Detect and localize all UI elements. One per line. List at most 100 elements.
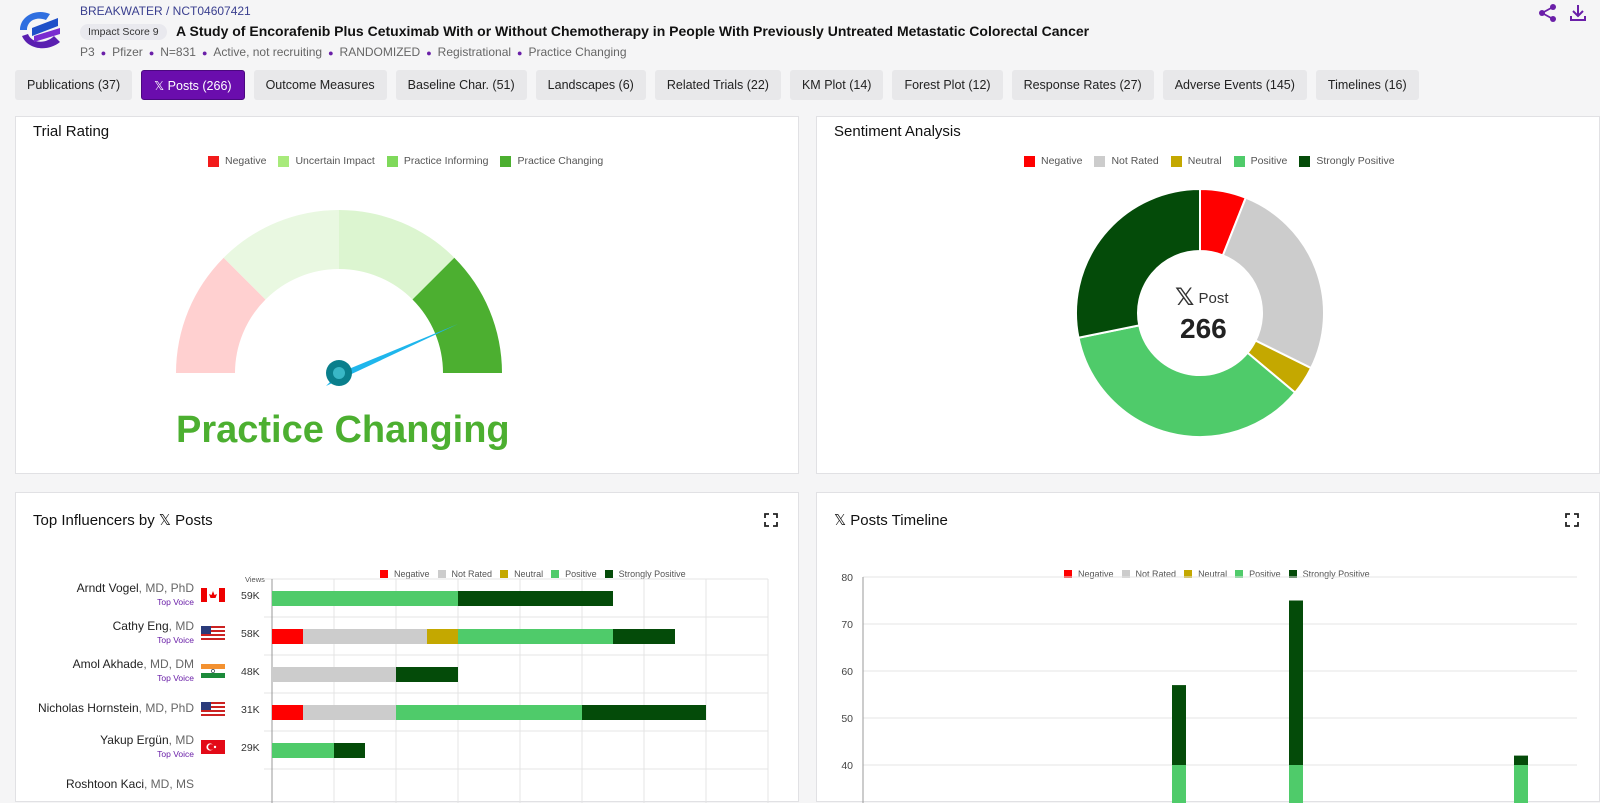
legend-item[interactable]: Not Rated [1094, 155, 1159, 167]
share-icon[interactable] [1537, 2, 1559, 24]
legend-item[interactable]: Positive [1233, 155, 1287, 167]
meta-item: P3 [80, 45, 95, 59]
trial-rating-title: Trial Rating [33, 123, 110, 140]
timeline-bar-strongly-positive[interactable] [1514, 755, 1528, 765]
download-icon[interactable] [1567, 2, 1589, 24]
legend-item[interactable]: Practice Changing [500, 155, 603, 167]
bar-segment-positive[interactable] [458, 629, 613, 644]
bar-segment-negative[interactable] [272, 705, 303, 720]
gauge-segment-negative [175, 257, 266, 373]
breadcrumb[interactable]: BREAKWATER / NCT04607421 [80, 4, 251, 18]
tab-publications[interactable]: Publications (37) [15, 70, 133, 100]
legend-item[interactable]: Not Rated [437, 569, 492, 579]
legend-item[interactable]: Uncertain Impact [278, 155, 375, 167]
influencer-name[interactable]: Cathy Eng, MD [112, 619, 194, 633]
flag-india-icon [201, 664, 225, 678]
y-tick-label: 60 [841, 666, 853, 678]
timeline-bar-strongly-positive[interactable] [1289, 600, 1303, 766]
pie-slice-not-rated[interactable] [1221, 196, 1325, 370]
bar-segment-strongly-positive[interactable] [396, 667, 458, 682]
tab-outcome-measures[interactable]: Outcome Measures [253, 70, 387, 100]
expand-icon[interactable] [764, 513, 778, 527]
tab-forest-plot[interactable]: Forest Plot (12) [892, 70, 1003, 100]
meta-item: Active, not recruiting [213, 45, 323, 59]
legend-label: Strongly Positive [618, 569, 686, 579]
legend-item[interactable]: Practice Informing [386, 155, 489, 167]
influencer-views: 59K [241, 590, 260, 602]
influencer-name[interactable]: Arndt Vogel, MD, PhD [76, 581, 194, 595]
sentiment-donut [1075, 187, 1325, 438]
legend-swatch [437, 570, 446, 578]
timeline-bar-positive[interactable] [1514, 765, 1528, 803]
legend-label: Strongly Positive [1316, 155, 1395, 167]
sentiment-title: Sentiment Analysis [834, 123, 961, 140]
legend-swatch [1094, 155, 1106, 167]
tab-baseline-char[interactable]: Baseline Char. (51) [395, 70, 527, 100]
bar-segment-not-rated[interactable] [303, 629, 427, 644]
bar-segment-strongly-positive[interactable] [334, 743, 365, 758]
legend-swatch [208, 155, 219, 167]
pie-slice-strongly-positive[interactable] [1075, 187, 1201, 339]
meta-separator: ● [328, 48, 334, 58]
tab-related-trials[interactable]: Related Trials (22) [654, 70, 781, 100]
legend-item[interactable]: Strongly Positive [1288, 569, 1370, 579]
influencer-name[interactable]: Nicholas Hornstein, MD, PhD [37, 701, 194, 715]
legend-label: Neutral [514, 569, 544, 579]
legend-item[interactable]: Neutral [1170, 155, 1222, 167]
timeline-bar-strongly-positive[interactable] [1172, 685, 1186, 765]
sentiment-legend: Negative Not Rated Neutral Positive Strongly… [1024, 155, 1395, 167]
timeline-card: 𝕏 Posts Timeline Negative Not Rated Neutra… [816, 492, 1600, 803]
meta-separator: ● [517, 48, 523, 58]
legend-item[interactable]: Neutral [1184, 569, 1227, 579]
legend-item[interactable]: Not Rated [1121, 569, 1176, 579]
bar-segment-positive[interactable] [272, 743, 334, 758]
legend-item[interactable]: Positive [1235, 569, 1281, 579]
tab-adverse-events[interactable]: Adverse Events (145) [1162, 70, 1307, 100]
bar-segment-strongly-positive[interactable] [613, 629, 675, 644]
bar-segment-strongly-positive[interactable] [582, 705, 706, 720]
legend-label: Negative [1041, 155, 1083, 167]
meta-separator: ● [148, 48, 155, 58]
app-logo-icon[interactable] [14, 6, 64, 52]
legend-swatch [1170, 155, 1182, 167]
legend-label: Practice Informing [403, 155, 489, 167]
bar-segment-positive[interactable] [396, 705, 582, 720]
legend-swatch [500, 570, 509, 578]
legend-item[interactable]: Positive [551, 569, 597, 579]
bar-segment-positive[interactable] [272, 591, 458, 606]
legend-item[interactable]: Neutral [500, 569, 543, 579]
legend-swatch [1064, 570, 1072, 578]
meta-item: Practice Changing [528, 45, 627, 59]
legend-label: Positive [1249, 569, 1281, 579]
flag-usa-icon [201, 702, 225, 716]
legend-item[interactable]: Negative [208, 155, 266, 167]
influencer-name[interactable]: Roshtoon Kaci, MD, MS [65, 777, 194, 791]
legend-item[interactable]: Strongly Positive [604, 569, 686, 579]
bar-segment-not-rated[interactable] [303, 705, 396, 720]
expand-icon[interactable] [1565, 513, 1579, 527]
meta-separator: ● [100, 48, 107, 58]
bar-segment-strongly-positive[interactable] [458, 591, 613, 606]
legend-item[interactable]: Negative [380, 569, 430, 579]
tab-landscapes[interactable]: Landscapes (6) [535, 70, 646, 100]
timeline-bar-positive[interactable] [1289, 765, 1303, 803]
legend-label: Neutral [1187, 155, 1222, 167]
bar-segment-neutral[interactable] [427, 629, 458, 644]
pie-slice-positive[interactable] [1077, 324, 1297, 438]
timeline-title: 𝕏 Posts Timeline [834, 512, 948, 529]
tab-timelines[interactable]: Timelines (16) [1315, 70, 1419, 100]
legend-item[interactable]: Strongly Positive [1299, 155, 1395, 167]
bar-segment-not-rated[interactable] [272, 667, 396, 682]
flag-turkey-icon [201, 740, 225, 754]
tab-km-plot[interactable]: KM Plot (14) [789, 70, 884, 100]
timeline-bar-positive[interactable] [1172, 765, 1186, 803]
legend-item[interactable]: Negative [1064, 569, 1114, 579]
tab-response-rates[interactable]: Response Rates (27) [1011, 70, 1154, 100]
tab-posts[interactable]: 𝕏 Posts (266) [141, 70, 245, 100]
influencer-name[interactable]: Amol Akhade, MD, DM [72, 657, 194, 671]
bar-segment-negative[interactable] [272, 629, 303, 644]
top-voice-tag: Top Voice [157, 597, 194, 607]
legend-item[interactable]: Negative [1024, 155, 1082, 167]
legend-label: Neutral [1198, 569, 1228, 579]
influencer-name[interactable]: Yakup Ergün, MD [100, 733, 194, 747]
